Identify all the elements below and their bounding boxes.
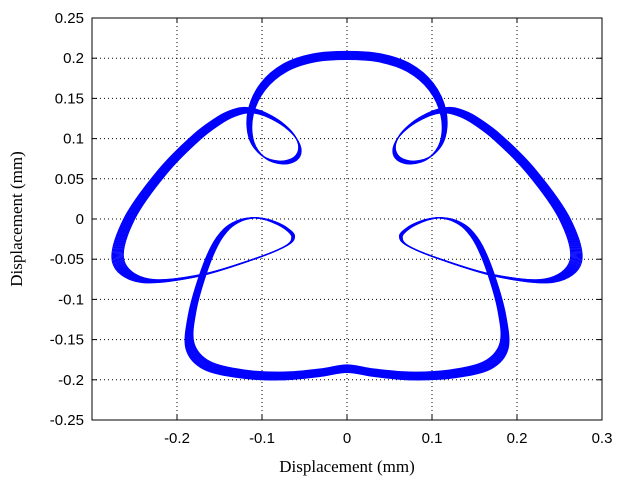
plot-area	[111, 50, 583, 381]
y-tick-label: 0.2	[63, 50, 84, 67]
x-tick-label: 0.1	[422, 430, 443, 447]
x-tick-label: 0.2	[507, 430, 528, 447]
y-tick-label: 0.1	[63, 131, 84, 148]
x-tick-label: -0.2	[164, 430, 190, 447]
y-tick-label: -0.15	[50, 332, 84, 349]
y-tick-label: 0	[76, 211, 84, 228]
y-tick-label: -0.2	[58, 372, 84, 389]
y-tick-label: -0.05	[50, 251, 84, 268]
y-tick-label: 0.05	[55, 171, 84, 188]
y-axis-label: Displacement (mm)	[7, 151, 26, 287]
series-line-pass	[111, 50, 583, 381]
x-tick-label: -0.1	[249, 430, 275, 447]
x-tick-labels: -0.2 -0.1 0 0.1 0.2 0.3	[164, 430, 612, 447]
x-axis-label: Displacement (mm)	[279, 457, 415, 476]
y-tick-labels: 0.25 0.2 0.15 0.1 0.05 0 -0.05 -0.1 -0.15 -0.2 -0.…	[50, 10, 84, 429]
tick-marks	[91, 17, 603, 421]
y-tick-label: 0.25	[55, 10, 84, 27]
y-tick-label: -0.1	[58, 291, 84, 308]
x-tick-label: 0	[343, 430, 351, 447]
x-tick-label: 0.3	[592, 430, 613, 447]
y-tick-label: 0.15	[55, 90, 84, 107]
y-tick-label: -0.25	[50, 412, 84, 429]
